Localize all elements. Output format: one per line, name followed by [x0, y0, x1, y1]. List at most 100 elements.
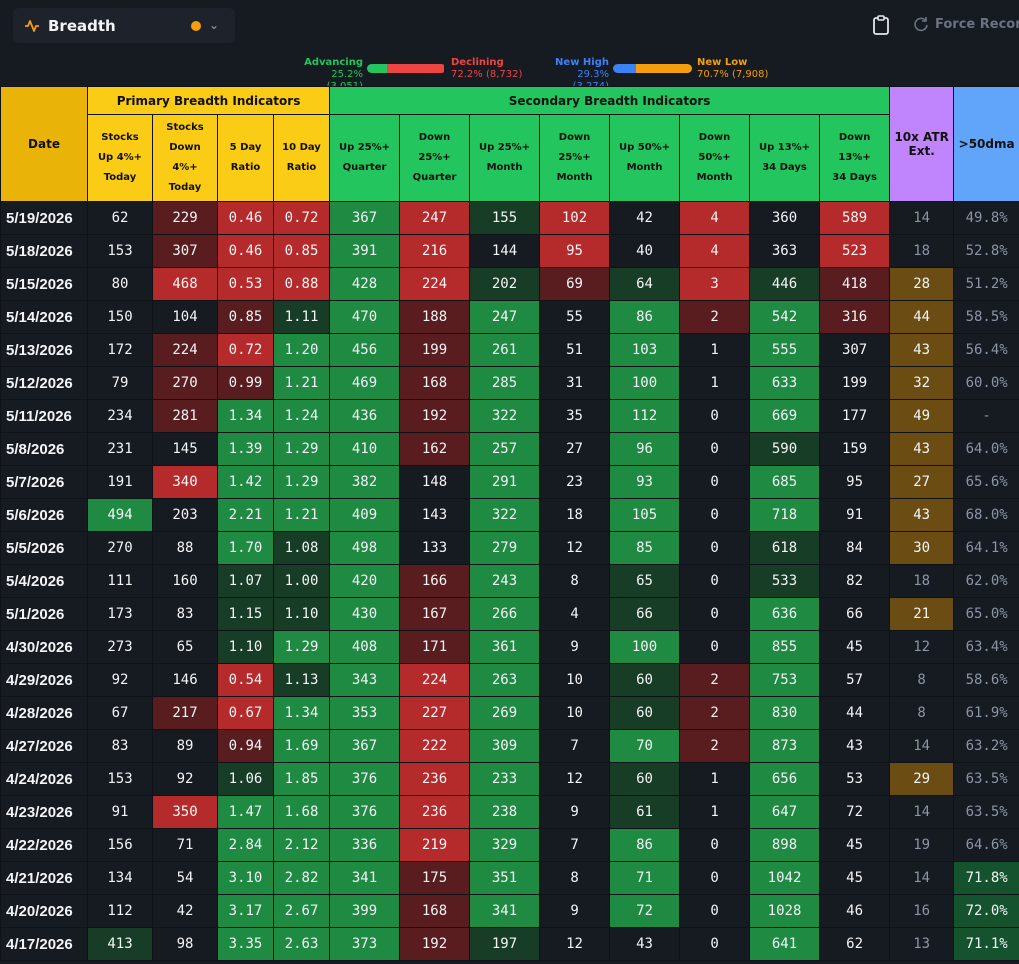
column-header[interactable]: Up 13%+ 34 Days [749, 114, 821, 202]
table-cell: 57 [819, 663, 891, 697]
table-cell: 236 [399, 762, 471, 796]
table-cell: 9 [539, 894, 611, 928]
table-cell: 229 [152, 201, 218, 235]
table-cell: 95 [539, 234, 611, 268]
table-row[interactable]: 5/19/2026 62 229 0.46 0.72 367 247 155 102 42 4 360… [0, 201, 1019, 235]
table-cell: 647 [749, 795, 821, 829]
table-cell: 498 [329, 531, 401, 565]
table-row[interactable]: 5/5/2026 270 88 1.70 1.08 498 133 279 12 85 0 618 84… [0, 531, 1019, 565]
column-header-line: 13%+ [838, 152, 871, 163]
table-row[interactable]: 4/21/2026 134 54 3.10 2.82 341 175 351 8 71 0 1042 4… [0, 861, 1019, 895]
table-cell: 408 [329, 630, 401, 664]
table-cell: 9 [539, 795, 611, 829]
table-cell: 685 [749, 465, 821, 499]
table-row[interactable]: 5/18/2026 153 307 0.46 0.85 391 216 144 95 40 4 363… [0, 234, 1019, 268]
table-row[interactable]: 5/14/2026 150 104 0.85 1.11 470 188 247 55 86 2 542… [0, 300, 1019, 334]
table-cell: 669 [749, 399, 821, 433]
table-row[interactable]: 4/28/2026 67 217 0.67 1.34 353 227 269 10 60 2 830 4… [0, 696, 1019, 730]
table-cell: 103 [609, 333, 681, 367]
force-recompute-button[interactable]: Force Recomp [913, 16, 1019, 32]
table-cell: 0 [679, 597, 751, 631]
date-header[interactable]: Date [0, 86, 88, 202]
table-cell: 0 [679, 828, 751, 862]
row-date: 4/30/2026 [0, 630, 88, 664]
table-cell: 494 [87, 498, 153, 532]
table-row[interactable]: 5/12/2026 79 270 0.99 1.21 469 168 285 31 100 1 633… [0, 366, 1019, 400]
table-cell: 1.08 [272, 531, 331, 565]
table-row[interactable]: 4/27/2026 83 89 0.94 1.69 367 222 309 7 70 2 873 43 1… [0, 729, 1019, 763]
table-row[interactable]: 4/23/2026 91 350 1.47 1.68 376 236 238 9 61 1 647 72… [0, 795, 1019, 829]
column-header-line: 50%+ [698, 152, 731, 163]
advance-decline-bar [367, 64, 446, 73]
column-header-line: Up 25%+ [478, 142, 531, 153]
table-row[interactable]: 4/20/2026 112 42 3.17 2.67 399 168 341 9 72 0 1028 4… [0, 894, 1019, 928]
column-header-line: Down [558, 132, 591, 143]
column-header[interactable]: Stocks Up 4%+ Today [87, 114, 153, 202]
column-header[interactable]: Down 13%+ 34 Days [819, 114, 891, 202]
dma-header[interactable]: >50dma [953, 86, 1019, 202]
table-cell: 243 [469, 564, 541, 598]
row-date: 5/12/2026 [0, 366, 88, 400]
table-cell: 1 [679, 795, 751, 829]
table-cell: 98 [152, 927, 218, 961]
view-selector[interactable]: Breadth ⌄ [13, 8, 235, 43]
table-cell: 1.34 [272, 696, 331, 730]
table-cell: 456 [329, 333, 401, 367]
table-row[interactable]: 5/15/2026 80 468 0.53 0.88 428 224 202 69 64 3 446 4… [0, 267, 1019, 301]
column-header[interactable]: Down 25%+ Month [539, 114, 611, 202]
column-header[interactable]: 5 Day Ratio [217, 114, 274, 202]
table-row[interactable]: 5/4/2026 111 160 1.07 1.00 420 166 243 8 65 0 533 82… [0, 564, 1019, 598]
column-header[interactable]: Up 25%+ Month [469, 114, 541, 202]
table-cell: 0.88 [272, 267, 331, 301]
table-cell: 72 [609, 894, 681, 928]
table-row[interactable]: 5/11/2026 234 281 1.34 1.24 436 192 322 35 112 0 66… [0, 399, 1019, 433]
table-cell: 14 [889, 201, 955, 235]
table-cell: 3 [679, 267, 751, 301]
table-cell: 1.15 [217, 597, 274, 631]
table-cell: 1.47 [217, 795, 274, 829]
row-date: 4/24/2026 [0, 762, 88, 796]
table-row[interactable]: 4/29/2026 92 146 0.54 1.13 343 224 263 10 60 2 753 5… [0, 663, 1019, 697]
table-cell: 428 [329, 267, 401, 301]
atr-header[interactable]: 10x ATR Ext. [889, 86, 955, 202]
table-cell: 376 [329, 762, 401, 796]
table-row[interactable]: 5/1/2026 173 83 1.15 1.10 430 167 266 4 66 0 636 66 2… [0, 597, 1019, 631]
column-header-line: 34 Days [762, 162, 807, 173]
column-header[interactable]: Up 25%+ Quarter [329, 114, 401, 202]
table-cell: 1.10 [272, 597, 331, 631]
column-header[interactable]: Down 25%+ Quarter [399, 114, 471, 202]
table-cell: 40 [609, 234, 681, 268]
table-cell: 8 [889, 696, 955, 730]
column-header[interactable]: Up 50%+ Month [609, 114, 681, 202]
table-cell: 873 [749, 729, 821, 763]
force-recompute-label: Force Recomp [935, 16, 1019, 32]
table-cell: 67 [87, 696, 153, 730]
table-cell: 0 [679, 498, 751, 532]
declining-value: 72.2% (8,732) [451, 69, 523, 80]
table-row[interactable]: 4/30/2026 273 65 1.10 1.29 408 171 361 9 100 0 855 4… [0, 630, 1019, 664]
table-cell: 1.29 [272, 465, 331, 499]
table-row[interactable]: 4/22/2026 156 71 2.84 2.12 336 219 329 7 86 0 898 45… [0, 828, 1019, 862]
table-cell: 61 [609, 795, 681, 829]
column-header[interactable]: Down 50%+ Month [679, 114, 751, 202]
advancing-label: Advancing [304, 57, 363, 68]
table-cell: 216 [399, 234, 471, 268]
table-row[interactable]: 5/6/2026 494 203 2.21 1.21 409 143 322 18 105 0 718… [0, 498, 1019, 532]
column-header[interactable]: 10 Day Ratio [272, 114, 331, 202]
table-cell: 0.72 [217, 333, 274, 367]
table-row[interactable]: 4/24/2026 153 92 1.06 1.85 376 236 233 12 60 1 656 5… [0, 762, 1019, 796]
table-row[interactable]: 5/8/2026 231 145 1.39 1.29 410 162 257 27 96 0 590 1… [0, 432, 1019, 466]
column-header[interactable]: Stocks Down 4%+ Today [152, 114, 218, 202]
table-row[interactable]: 5/13/2026 172 224 0.72 1.20 456 199 261 51 103 1 55… [0, 333, 1019, 367]
table-row[interactable]: 5/7/2026 191 340 1.42 1.29 382 148 291 23 93 0 685 9… [0, 465, 1019, 499]
table-cell: 160 [152, 564, 218, 598]
table-cell: 898 [749, 828, 821, 862]
declining-stat: Declining 72.2% (8,732) [451, 57, 531, 81]
column-header-line: Up 50%+ [618, 142, 671, 153]
table-cell: 80 [87, 267, 153, 301]
table-cell: 1.20 [272, 333, 331, 367]
clipboard-icon[interactable] [872, 15, 890, 35]
table-cell: 1.13 [272, 663, 331, 697]
table-row[interactable]: 4/17/2026 413 98 3.35 2.63 373 192 197 12 43 0 641 6… [0, 927, 1019, 961]
table-cell: 3.17 [217, 894, 274, 928]
